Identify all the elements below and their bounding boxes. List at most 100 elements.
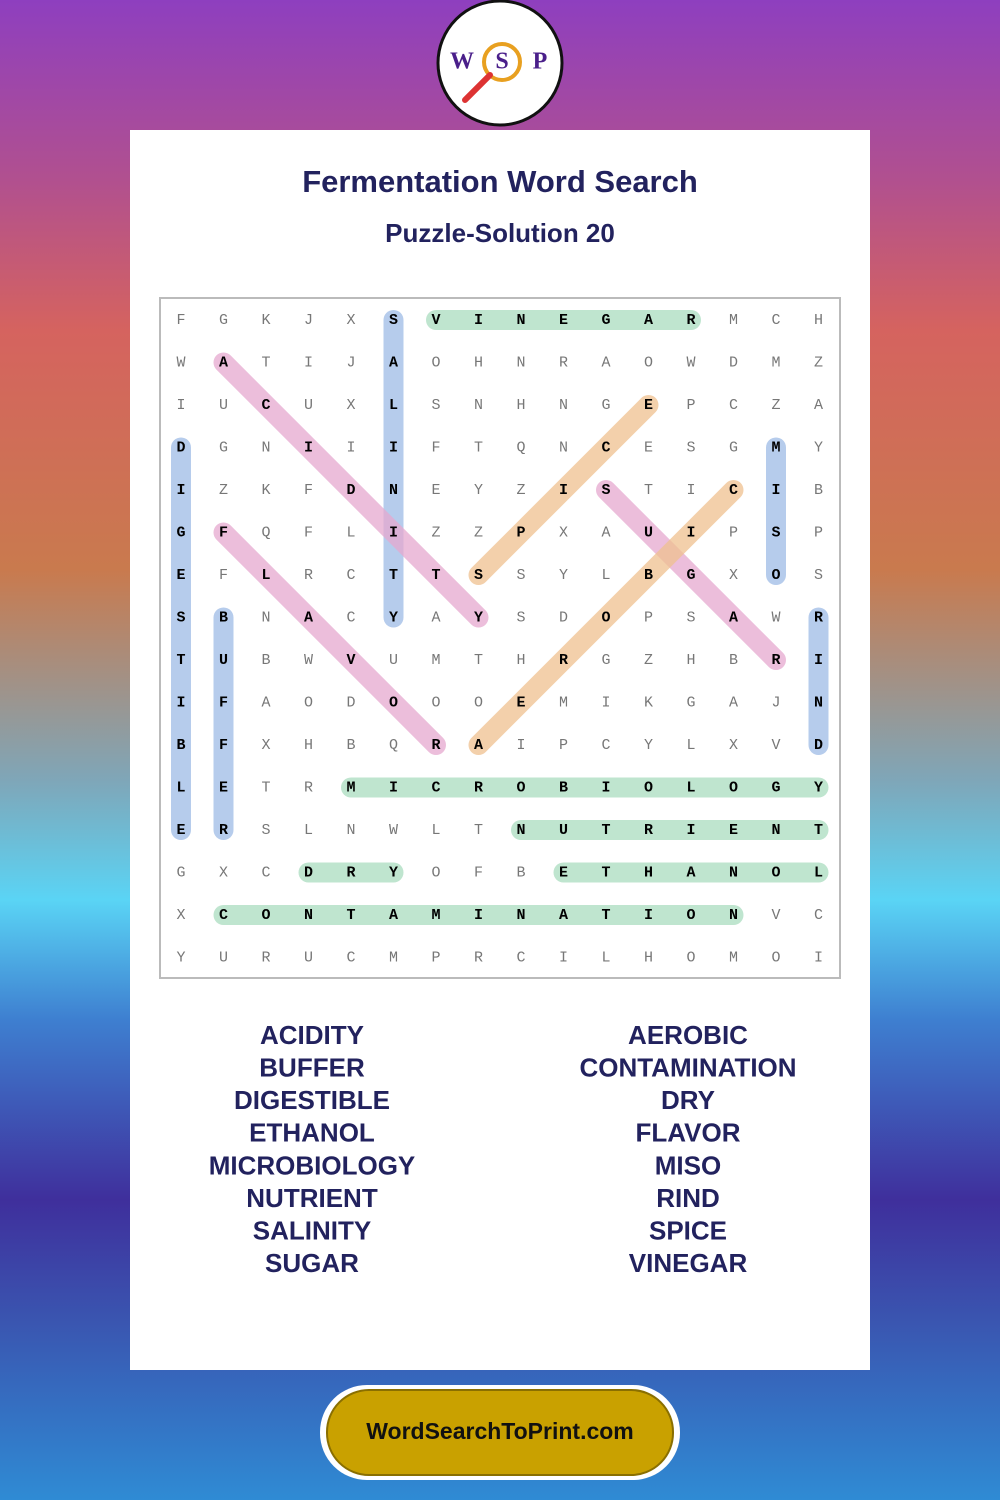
grid-letter: A [814, 397, 823, 414]
word-list-item: NUTRIENT [246, 1183, 378, 1213]
grid-letter: O [644, 779, 653, 796]
grid-letter: M [431, 652, 440, 669]
grid-letter: F [304, 524, 313, 541]
grid-letter: D [304, 864, 313, 881]
grid-letter: E [559, 312, 568, 329]
grid-letter: S [516, 567, 525, 584]
grid-letter: B [346, 737, 355, 754]
grid-letter: V [771, 907, 780, 924]
grid-letter: U [644, 524, 653, 541]
answer-highlight [468, 395, 659, 585]
grid-letter: G [601, 397, 610, 414]
grid-letter: L [346, 524, 355, 541]
grid-letter: X [559, 524, 568, 541]
grid-letter: D [176, 439, 185, 456]
grid-letter: B [729, 652, 738, 669]
grid-letter: N [346, 822, 355, 839]
grid-letter: D [346, 694, 355, 711]
grid-letter: T [261, 779, 270, 796]
grid-letter: P [516, 524, 525, 541]
grid-letter: O [729, 779, 738, 796]
grid-letter: Q [261, 524, 270, 541]
grid-letter: T [176, 652, 185, 669]
grid-letter: Y [814, 439, 823, 456]
grid-letter: B [176, 737, 185, 754]
grid-letter: U [219, 652, 228, 669]
grid-letter: O [304, 694, 313, 711]
grid-letter: G [686, 694, 695, 711]
grid-letter: I [389, 439, 398, 456]
grid-letter: F [431, 439, 440, 456]
grid-letter: G [219, 312, 228, 329]
grid-letter: R [559, 354, 568, 371]
grid-letter: X [176, 907, 185, 924]
grid-letter: Y [814, 779, 823, 796]
grid-letter: W [176, 354, 185, 371]
grid-letter: L [176, 779, 185, 796]
grid-letter: S [516, 609, 525, 626]
footer-pill[interactable] [326, 1389, 674, 1476]
grid-letter: W [389, 822, 398, 839]
grid-letter: G [601, 312, 610, 329]
word-list-item: VINEGAR [629, 1248, 748, 1278]
grid-letter: I [644, 907, 653, 924]
grid-letter: Y [474, 609, 483, 626]
grid-letter: B [219, 609, 228, 626]
grid-letter: X [346, 397, 355, 414]
grid-letter: I [474, 907, 483, 924]
grid-letter: A [601, 354, 610, 371]
subtitle: Puzzle-Solution 20 [385, 218, 615, 248]
grid-letter: H [644, 949, 653, 966]
grid-letter: O [601, 609, 610, 626]
grid-letter: I [814, 652, 823, 669]
grid-letter: E [176, 822, 185, 839]
grid-letter: S [771, 524, 780, 541]
grid-letter: C [346, 567, 355, 584]
grid-letter: R [304, 779, 313, 796]
word-list-item: MISO [655, 1150, 721, 1180]
grid-letter: S [431, 397, 440, 414]
word-list-item: CONTAMINATION [579, 1052, 796, 1082]
grid-letter: L [261, 567, 270, 584]
footer-url[interactable]: WordSearchToPrint.com [366, 1418, 634, 1444]
logo-letter: W [450, 49, 474, 75]
grid-letter: C [771, 312, 780, 329]
grid-letter: X [219, 864, 228, 881]
grid-letter: B [644, 567, 653, 584]
grid-letter: T [474, 652, 483, 669]
grid-letter: O [771, 949, 780, 966]
grid-letter: S [686, 439, 695, 456]
logo-lens [482, 42, 522, 82]
grid-letter: L [601, 949, 610, 966]
grid-letter: A [389, 907, 398, 924]
grid-letter: K [644, 694, 653, 711]
grid-letter: R [771, 652, 780, 669]
grid-letter: I [389, 779, 398, 796]
grid-letter: Y [176, 949, 185, 966]
grid-letter: F [219, 737, 228, 754]
grid-letter: O [431, 354, 440, 371]
grid-letter: Z [814, 354, 823, 371]
grid-letter: N [516, 312, 525, 329]
grid-letter: U [389, 652, 398, 669]
grid-letter: D [346, 482, 355, 499]
grid-letter: U [304, 397, 313, 414]
grid-letter: E [176, 567, 185, 584]
grid-letter: R [261, 949, 270, 966]
grid-letter: U [304, 949, 313, 966]
grid-letter: K [261, 482, 270, 499]
grid-letter: A [559, 907, 568, 924]
grid-letter: M [729, 312, 738, 329]
grid-letter: R [219, 822, 228, 839]
grid-letter: A [474, 737, 483, 754]
grid-letter: D [559, 609, 568, 626]
grid-letter: T [601, 907, 610, 924]
grid-letter: H [814, 312, 823, 329]
grid-letter: I [304, 439, 313, 456]
grid-letter: N [516, 907, 525, 924]
grid-letter: I [304, 354, 313, 371]
grid-letter: M [346, 779, 355, 796]
grid-letter: Z [431, 524, 440, 541]
